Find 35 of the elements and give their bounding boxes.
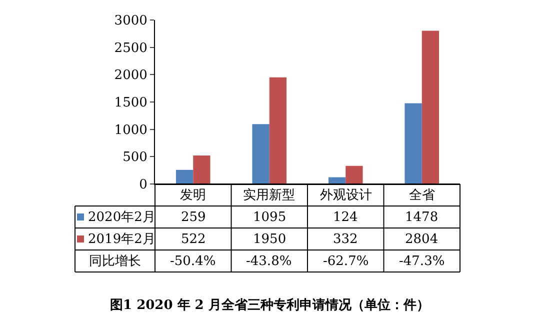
bar xyxy=(269,77,287,184)
bar xyxy=(404,103,422,184)
data-label: 332 xyxy=(333,232,358,247)
x-tick-label: 发明 xyxy=(180,188,206,203)
x-tick-label: 全省 xyxy=(409,188,435,203)
bar xyxy=(346,166,363,184)
bar xyxy=(252,124,270,184)
y-tick-label: 1500 xyxy=(114,96,148,111)
y-tick-label: 2000 xyxy=(114,68,148,84)
bar xyxy=(422,30,440,184)
data-label: 2804 xyxy=(405,232,438,247)
data-label: 124 xyxy=(333,210,358,225)
bar xyxy=(193,155,210,184)
y-tick-label: 500 xyxy=(122,150,148,166)
text: -47.3% xyxy=(399,254,445,269)
text: -62.7% xyxy=(323,254,369,269)
text: -50.4% xyxy=(170,254,216,269)
legend-label: 2019年2月 xyxy=(88,232,156,247)
text: 同比增长 xyxy=(89,254,141,269)
x-tick-label: 实用新型 xyxy=(243,188,295,203)
x-tick-label: 外观设计 xyxy=(320,188,372,203)
y-tick-label: 2500 xyxy=(114,40,148,56)
data-label: 1478 xyxy=(405,210,438,225)
bar xyxy=(176,170,194,184)
text: -43.8% xyxy=(246,254,292,269)
data-label: 1095 xyxy=(253,210,286,225)
data-label: 259 xyxy=(181,210,206,225)
data-label: 1950 xyxy=(253,232,286,247)
text: 图1 2020 年 2 月全省三种专利申请情况（单位：件） xyxy=(110,297,430,313)
bar xyxy=(328,177,346,184)
y-tick-label: 1000 xyxy=(114,122,148,138)
legend-label: 2020年2月 xyxy=(88,210,156,225)
y-tick-label: 3000 xyxy=(114,14,148,29)
y-tick-label: 0 xyxy=(139,178,148,193)
data-label: 522 xyxy=(181,232,206,247)
